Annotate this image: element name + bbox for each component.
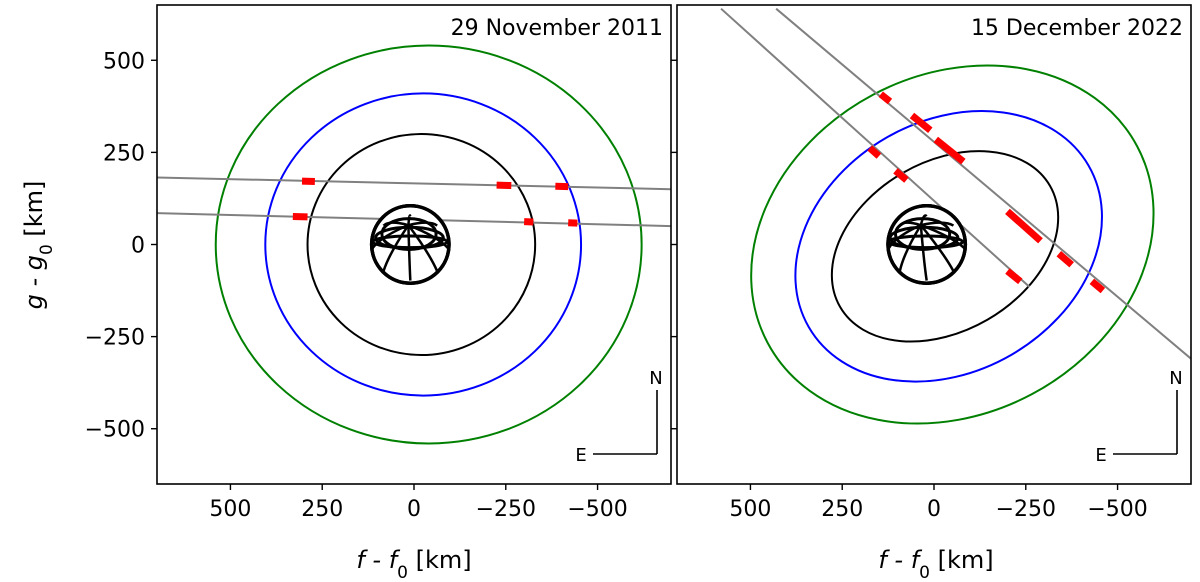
p0-xtick-label-4: −500 bbox=[567, 497, 627, 522]
x-axis-label-right: f - f0 [km] bbox=[878, 546, 993, 582]
y-axis-label-main: g - g bbox=[20, 255, 48, 309]
p0-ytick-label-3: −250 bbox=[85, 326, 145, 351]
x-axis-label-left: f - f0 [km] bbox=[356, 546, 471, 582]
p1-detection-5 bbox=[933, 136, 966, 165]
p1-chord-0 bbox=[720, 7, 1031, 288]
x-axis-label-left-sub: 0 bbox=[397, 563, 408, 582]
x-axis-label-left-main: f - f bbox=[356, 546, 400, 574]
p0-chord-0 bbox=[157, 176, 671, 191]
p0-xtick-label-2: 0 bbox=[407, 497, 421, 522]
p1-xtick-label-3: −250 bbox=[996, 497, 1056, 522]
p1-xtick-label-2: 0 bbox=[927, 497, 941, 522]
p0-xtick-label-3: −250 bbox=[476, 497, 536, 522]
p1-detection-8 bbox=[1089, 278, 1106, 294]
p0-title: 29 November 2011 bbox=[451, 16, 663, 41]
p1-xtick-label-0: 500 bbox=[729, 497, 771, 522]
p0-ytick-label-1: 250 bbox=[103, 141, 145, 166]
p1-detection-3 bbox=[878, 91, 893, 105]
p1-detection-7 bbox=[1056, 251, 1074, 268]
p0-compass: NE bbox=[575, 368, 662, 466]
p1-title: 15 December 2022 bbox=[971, 16, 1183, 41]
x-axis-label-left-unit: [km] bbox=[408, 546, 472, 574]
p0-ytick-label-4: −500 bbox=[85, 418, 145, 443]
panel-2011: 500 250 0 −250 −500 500 250 0 −250 −500 29 Novembe… bbox=[85, 4, 672, 522]
p0-ytick-label-2: 0 bbox=[131, 234, 145, 259]
p1-xtick-label-1: 250 bbox=[821, 497, 863, 522]
p1-plot-area bbox=[720, 7, 1191, 425]
p1-detection-2 bbox=[1005, 268, 1023, 285]
p1-detection-0 bbox=[867, 145, 882, 159]
x-axis-label-right-unit: [km] bbox=[930, 546, 994, 574]
x-axis-label-right-sub: 0 bbox=[919, 563, 930, 582]
p0-body-sphere bbox=[369, 204, 451, 285]
p0-ring3-ellipse bbox=[214, 44, 643, 445]
p1-ring2-ellipse bbox=[794, 110, 1103, 383]
p1-compass-east-label: E bbox=[1095, 445, 1106, 466]
p0-ring2-ellipse bbox=[264, 92, 583, 397]
p0-compass-east-label: E bbox=[575, 445, 586, 466]
p0-plot-area bbox=[157, 44, 671, 445]
y-axis-label-unit: [km] bbox=[20, 181, 48, 245]
p0-ring1-ellipse bbox=[306, 132, 537, 357]
p1-xtick-label-4: −500 bbox=[1087, 497, 1147, 522]
x-axis-label-right-main: f - f bbox=[878, 546, 922, 574]
p1-detection-4 bbox=[909, 112, 933, 134]
p1-body-sphere bbox=[886, 204, 968, 285]
p1-detection-6 bbox=[1005, 208, 1043, 244]
p1-compass: NE bbox=[1095, 368, 1182, 466]
p1-chord-1 bbox=[775, 7, 1191, 360]
p1-compass-north-label: N bbox=[1169, 368, 1182, 389]
p1-detection-1 bbox=[893, 168, 909, 183]
y-axis-label: g - g0 [km] bbox=[20, 181, 57, 310]
p0-compass-north-label: N bbox=[649, 368, 662, 389]
p0-xtick-label-0: 500 bbox=[209, 497, 251, 522]
y-axis-label-sub: 0 bbox=[37, 244, 57, 255]
p0-xtick-label-1: 250 bbox=[301, 497, 343, 522]
p1-ring3-ellipse bbox=[750, 64, 1155, 425]
p0-ytick-label-0: 500 bbox=[103, 49, 145, 74]
